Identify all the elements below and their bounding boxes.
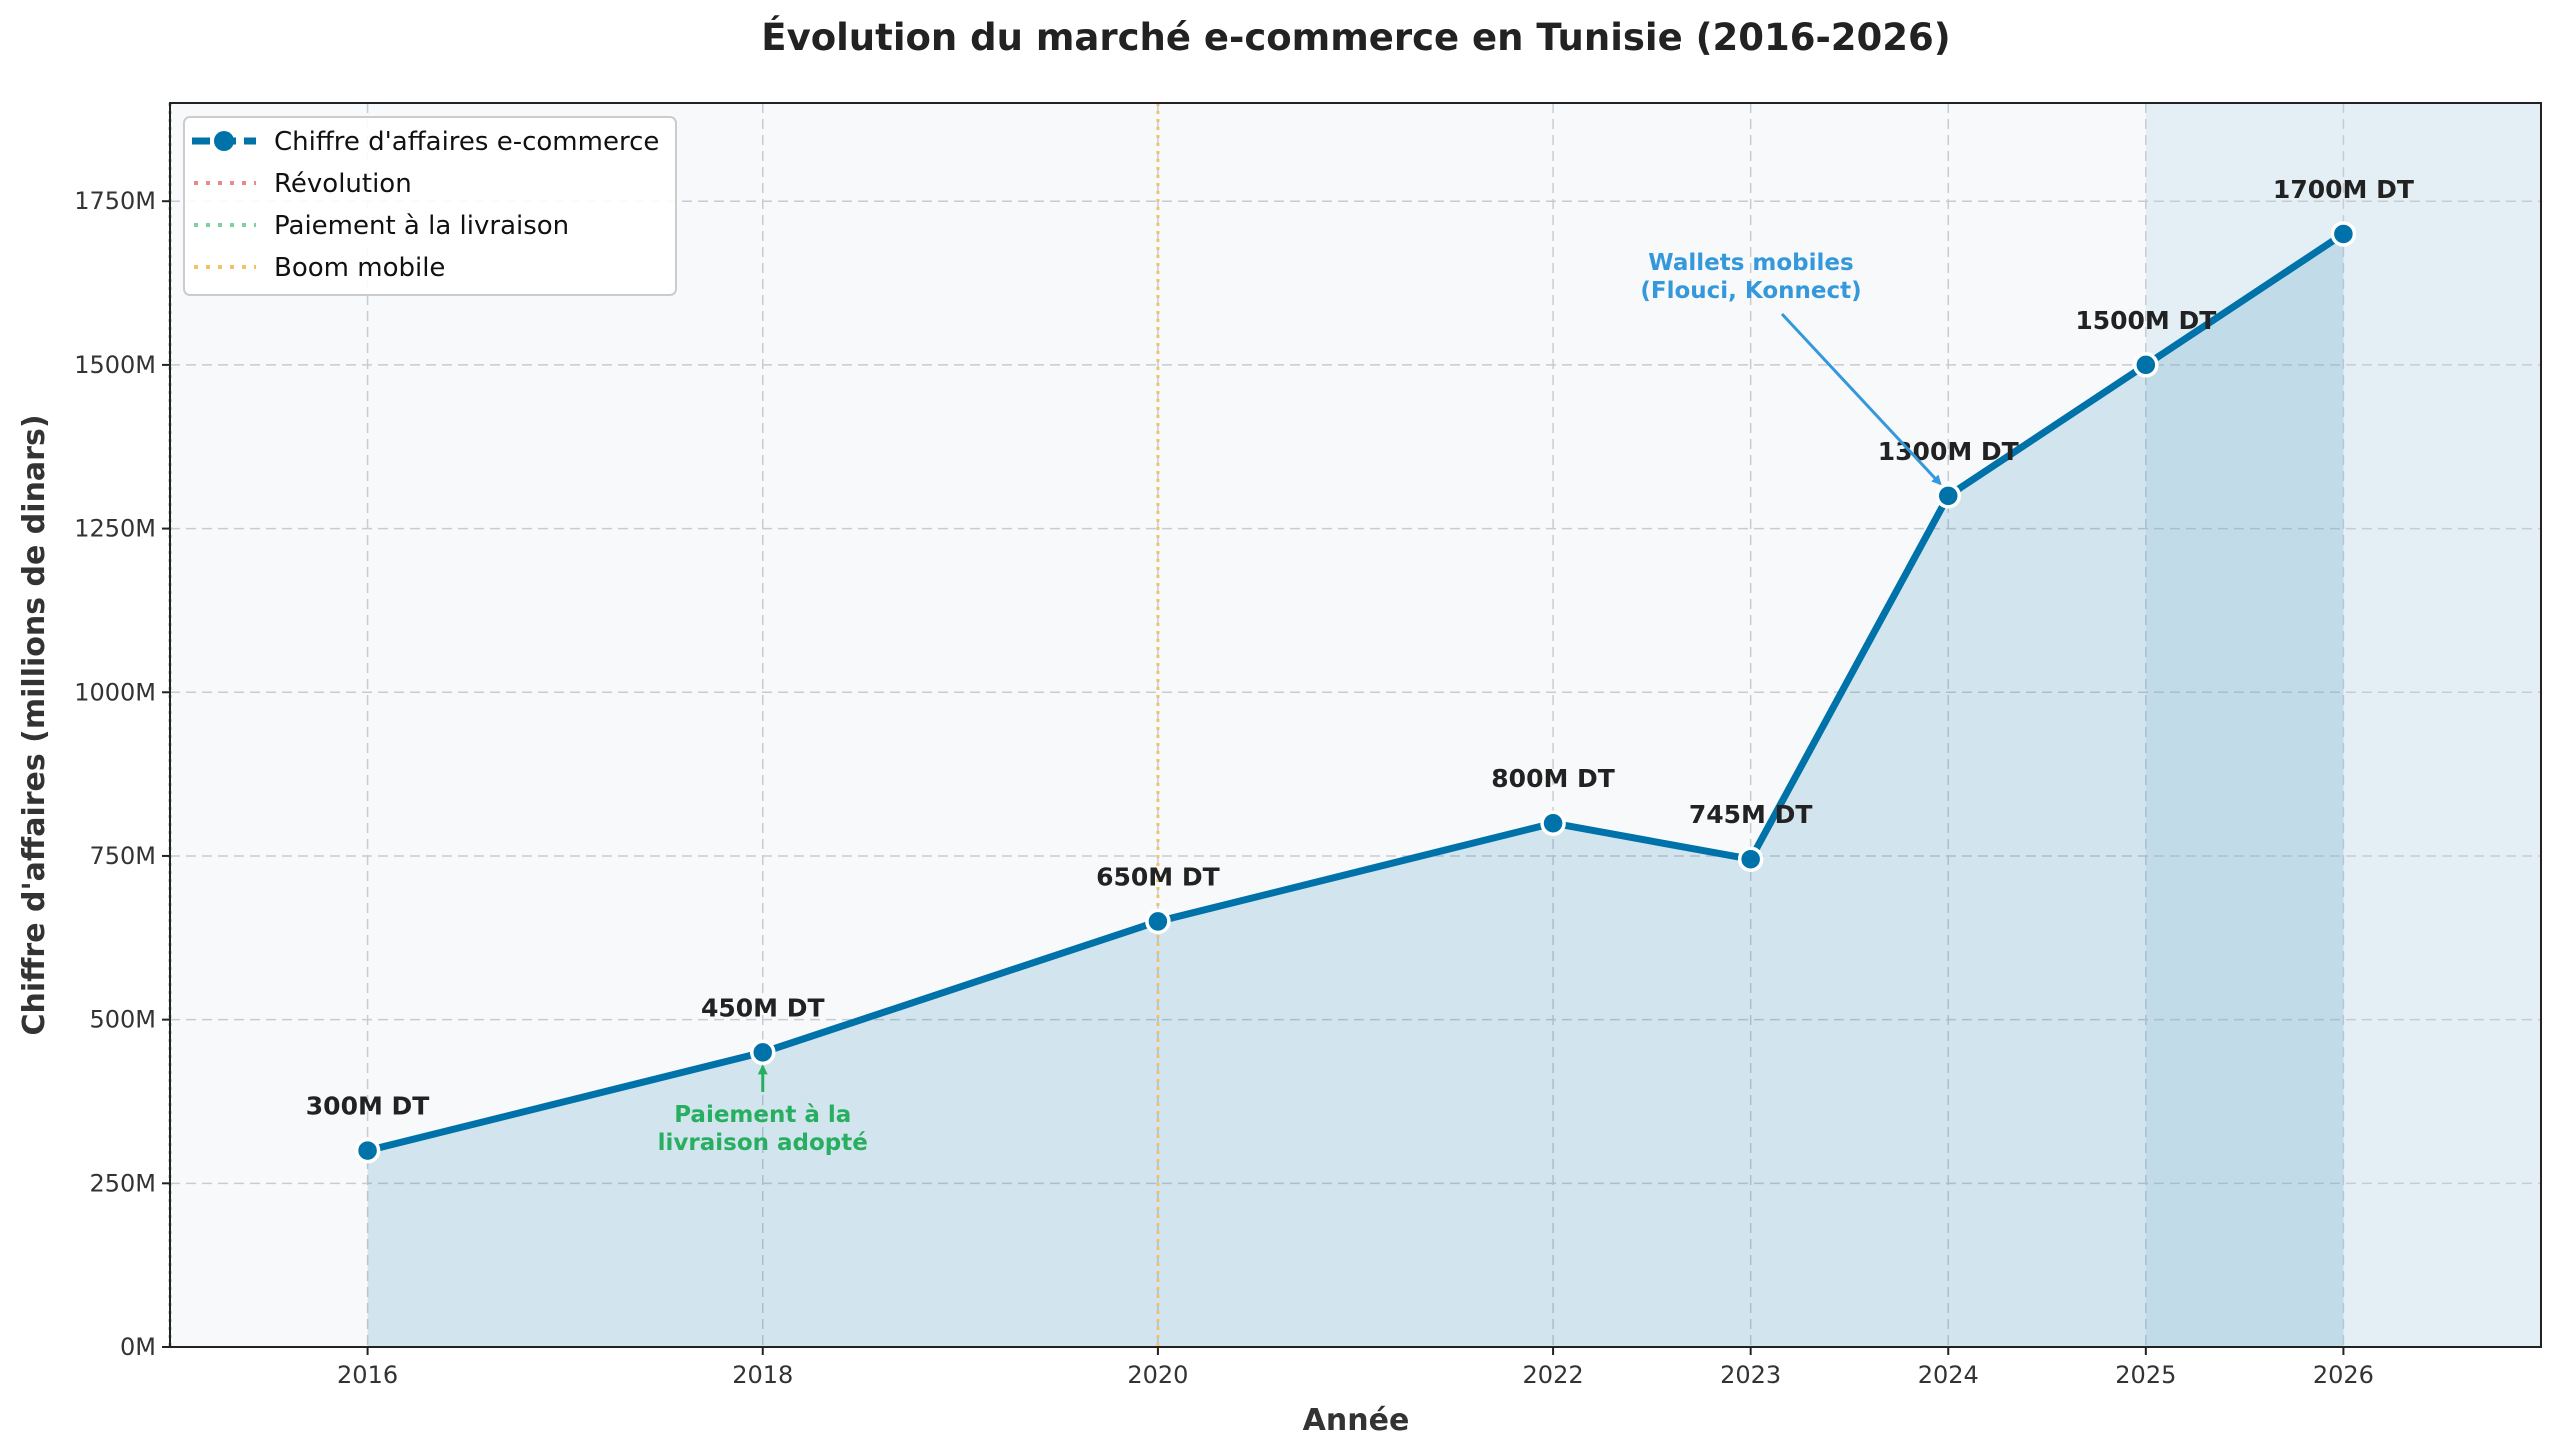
data-point [1737, 846, 1764, 872]
x-tick-label: 2025 [2115, 1361, 2176, 1389]
legend-label: Paiement à la livraison [274, 211, 569, 241]
annotation-text: (Flouci, Konnect) [1640, 278, 1861, 304]
x-tick-label: 2018 [732, 1361, 793, 1389]
legend-label: Chiffre d'affaires e-commerce [274, 127, 659, 157]
plot-frame [169, 102, 2542, 1348]
x-tick-label: 2016 [337, 1361, 398, 1389]
data-point [2133, 352, 2159, 378]
data-point [2330, 221, 2357, 247]
series-line [366, 231, 2346, 1154]
data-label: 1700M DT [2273, 175, 2414, 204]
annotation-text: Paiement à la [674, 1102, 851, 1128]
y-tick-label: 0M [120, 1333, 156, 1361]
shaded-span [2145, 103, 2541, 1347]
x-tick-label: 2024 [1918, 1361, 1979, 1389]
annotation-text: Wallets mobiles [1648, 250, 1853, 276]
y-tick-label: 1000M [74, 678, 156, 706]
x-tick-label: 2022 [1523, 1361, 1584, 1389]
y-tick-label: 250M [89, 1169, 156, 1197]
data-label: 450M DT [701, 993, 825, 1022]
legend-label: Révolution [274, 169, 412, 199]
x-tick-label: 2020 [1127, 1361, 1188, 1389]
y-tick-label: 1750M [74, 187, 156, 215]
x-axis-label: Année [1303, 1403, 1410, 1438]
annotation-arrow [1780, 312, 1942, 486]
y-tick-label: 750M [89, 842, 156, 870]
data-label: 1500M DT [2075, 306, 2216, 335]
x-tick-label: 2026 [2313, 1361, 2374, 1389]
data-label: 745M DT [1689, 800, 1813, 829]
data-point [1145, 908, 1171, 935]
data-label: 300M DT [306, 1092, 430, 1121]
legend-label: Boom mobile [274, 253, 445, 283]
x-tick-label: 2023 [1720, 1361, 1781, 1389]
data-point [1540, 810, 1566, 836]
legend-box [183, 116, 677, 296]
y-tick-label: 1250M [74, 515, 156, 543]
data-label: 800M DT [1491, 764, 1615, 793]
legend: Chiffre d'affaires e-commerce Révolution P… [183, 116, 677, 296]
chart-title: Évolution du marché e-commerce en Tunisi… [761, 15, 1950, 59]
area-fill [367, 233, 2344, 1347]
annotation-text: livraison adopté [658, 1130, 868, 1156]
data-point [354, 1137, 381, 1164]
y-tick-label: 500M [89, 1006, 156, 1034]
data-point [1935, 483, 1961, 509]
data-point [750, 1039, 776, 1066]
legend-marker-icon [214, 131, 234, 151]
y-tick-label: 1500M [74, 351, 156, 379]
y-axis-label: Chiffre d'affaires (millions de dinars) [17, 414, 52, 1035]
data-label: 650M DT [1096, 862, 1220, 891]
